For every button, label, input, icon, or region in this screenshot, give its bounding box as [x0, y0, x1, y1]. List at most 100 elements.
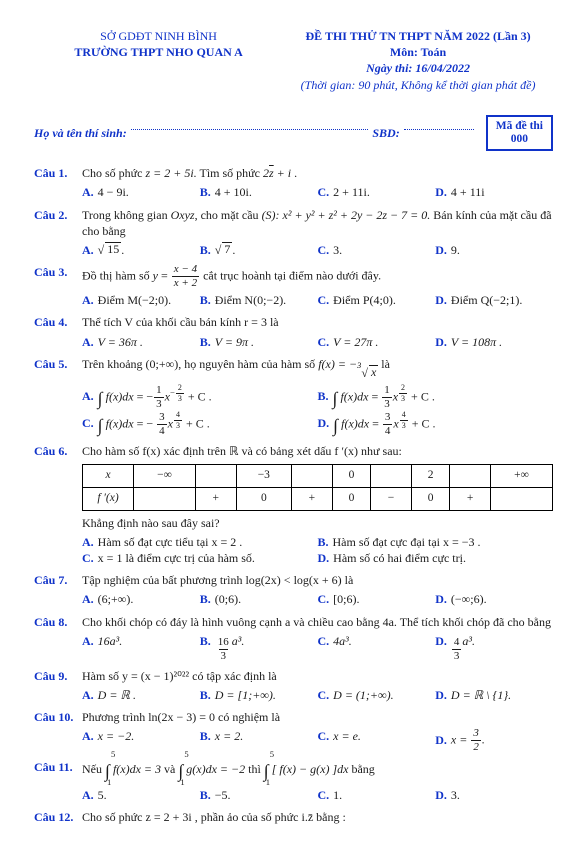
q2-body: Trong không gian Oxyz, cho mặt cầu (S): … — [82, 207, 553, 259]
tx3: −3 — [236, 464, 292, 487]
exam-code-box: Mã đề thi 000 — [486, 115, 553, 151]
q5-t2: là — [378, 357, 390, 371]
question-9: Câu 9. Hàm số y = (x − 1)²⁰²² có tập xác… — [34, 668, 553, 703]
q8d-d: 3 — [452, 649, 462, 662]
tx2 — [195, 464, 236, 487]
q5a-en: 2 — [176, 384, 184, 393]
question-8: Câu 8. Cho khối chóp có đáy là hình vuôn… — [34, 614, 553, 662]
q8b-n: 16 — [216, 637, 231, 649]
q9-text: Hàm số y = (x − 1)²⁰²² có tập xác định l… — [82, 669, 277, 683]
question-10: Câu 10. Phương trình ln(2x − 3) = 0 có n… — [34, 709, 553, 753]
q11-t1: Nếu — [82, 762, 105, 776]
q8-opt-d: D.43a³. — [435, 633, 553, 662]
question-6: Câu 6. Cho hàm số f(x) xác định trên ℝ v… — [34, 443, 553, 566]
q3-body: Đồ thị hàm số y = x − 4x + 2 cắt trục ho… — [82, 264, 553, 308]
exam-code-value: 000 — [511, 133, 528, 145]
q1-opt-a-text: 4 − 9i. — [98, 184, 129, 200]
tx9: +∞ — [490, 464, 552, 487]
header-school: TRƯỜNG THPT NHO QUAN A — [34, 44, 283, 60]
q11-i3: [ f(x) − g(x) ]dx — [272, 762, 349, 776]
tf2: + — [195, 487, 236, 510]
tf7: 0 — [411, 487, 450, 510]
q6-opt-c: C.x = 1 là điểm cực trị của hàm số. — [82, 550, 318, 566]
q5d-tail: + C . — [409, 416, 436, 430]
tx5: 0 — [332, 464, 371, 487]
q11-opt-d: D.3. — [435, 787, 553, 803]
sqrt-icon: √7 — [215, 242, 233, 258]
candidate-row: Họ và tên thí sinh: SBD: Mã đề thi 000 — [34, 115, 553, 151]
q8-opt-a: A.16a³. — [82, 633, 200, 662]
header: SỞ GDĐT NINH BÌNH TRƯỜNG THPT NHO QUAN A… — [34, 28, 553, 93]
q9-label: Câu 9. — [34, 668, 82, 703]
q3-options: A.Điểm M(−2;0). B.Điểm N(0;−2). C.Điểm P… — [82, 292, 553, 308]
sign-table: x −∞ −3 0 2 +∞ f ′(x) + 0 + 0 − 0 + — [82, 464, 553, 511]
q4-d: V = 108π . — [451, 334, 502, 350]
q9-opt-a: A.D = ℝ . — [82, 687, 200, 703]
q3-opt-c: C.Điểm P(4;0). — [318, 292, 436, 308]
q5-fx-pre: f(x) = − — [318, 357, 357, 371]
q8b-t: a³. — [232, 633, 245, 649]
q9-options: A.D = ℝ . B.D = [1;+∞). C.D = (1;+∞). D.… — [82, 687, 553, 703]
q10a: x = −2. — [98, 728, 135, 744]
q5c-fn: 3 — [157, 412, 167, 424]
q11-opt-c: C.1. — [318, 787, 436, 803]
q7c: [0;6). — [333, 591, 359, 607]
q5a-fd: 3 — [154, 397, 164, 410]
q8d-t: a³. — [462, 633, 475, 649]
q6-text: Cho hàm số f(x) xác định trên ℝ và có bả… — [82, 444, 402, 458]
q2-label: Câu 2. — [34, 207, 82, 259]
q9b: D = [1;+∞). — [215, 687, 276, 703]
q7-options: A.(6;+∞). B.(0;6). C.[0;6). D.(−∞;6). — [82, 591, 553, 607]
q5b-tail: + C . — [408, 389, 435, 403]
q5d-fn: 3 — [383, 412, 393, 424]
q6d: Hàm số có hai điểm cực trị. — [333, 550, 466, 566]
q10-opt-d: D.x = 32. — [435, 728, 553, 753]
q5-options: A.∫ f(x)dx = −13x−23 + C . B.∫ f(x)dx = … — [82, 384, 553, 438]
question-12: Câu 12. Cho số phức z = 2 + 3i , phần ảo… — [34, 809, 553, 825]
q9-opt-d: D.D = ℝ \ {1}. — [435, 687, 553, 703]
tf4: + — [292, 487, 333, 510]
q11b: −5. — [215, 787, 231, 803]
q5a-tail: + C . — [185, 389, 212, 403]
q12-text: Cho số phức z = 2 + 3i , phần ảo của số … — [82, 810, 346, 824]
q3-d: Điểm Q(−2;1). — [451, 292, 522, 308]
q11-label: Câu 11. — [34, 759, 82, 802]
q7b: (0;6). — [215, 591, 241, 607]
q9-opt-c: C.D = (1;+∞). — [318, 687, 436, 703]
name-fill — [131, 129, 369, 130]
q3-c: Điểm P(4;0). — [333, 292, 396, 308]
q10d-pre: x = — [451, 733, 470, 747]
q7-label: Câu 7. — [34, 572, 82, 607]
q6-label: Câu 6. — [34, 443, 82, 566]
q3-opt-d: D.Điểm Q(−2;1). — [435, 292, 553, 308]
q8-label: Câu 8. — [34, 614, 82, 662]
q11-body: Nếu 5∫1 f(x)dx = 3 và 5∫1 g(x)dx = −2 th… — [82, 759, 553, 802]
q2-opt-d: D.9 . — [435, 242, 553, 258]
q3-frac: x − 4x + 2 — [172, 264, 199, 289]
name-label: Họ và tên thí sinh: — [34, 125, 127, 141]
q8c: 4a³. — [333, 633, 352, 649]
q3-opt-a: A.Điểm M(−2;0). — [82, 292, 200, 308]
tf6: − — [371, 487, 412, 510]
q5b-ed: 3 — [399, 393, 407, 403]
q8b-d: 3 — [219, 649, 229, 662]
tx1: −∞ — [134, 464, 196, 487]
q6-ask: Khẳng định nào sau đây sai? — [82, 515, 553, 531]
q8-opt-c: C.4a³. — [318, 633, 436, 662]
q1-opt-d-text: 4 + 11i — [451, 184, 485, 200]
q1-options: A.4 − 9i. B.4 + 10i. C.2 + 11i. D.4 + 11… — [82, 184, 553, 200]
q6c: x = 1 là điểm cực trị của hàm số. — [98, 550, 255, 566]
q2-rad-a: 15 — [105, 242, 121, 255]
q1-text-a: Cho số phức — [82, 166, 146, 180]
exam-title: ĐỀ THI THỬ TN THPT NĂM 2022 (Lần 3) — [283, 28, 553, 44]
q2-oxyz: Oxyz — [171, 208, 195, 222]
q11-t4: bằng — [351, 762, 374, 776]
q11-t3: thì — [248, 762, 264, 776]
q1-label: Câu 1. — [34, 165, 82, 200]
q6-options: A.Hàm số đạt cực tiểu tại x = 2 . B.Hàm … — [82, 534, 553, 566]
q3-a: Điểm M(−2;0). — [98, 292, 171, 308]
q5a-fn: 1 — [154, 385, 164, 397]
exam-time: (Thời gian: 90 phút, Không kể thời gian … — [283, 77, 553, 93]
question-7: Câu 7. Tập nghiệm của bất phương trình l… — [34, 572, 553, 607]
sbd-fill — [404, 129, 474, 130]
